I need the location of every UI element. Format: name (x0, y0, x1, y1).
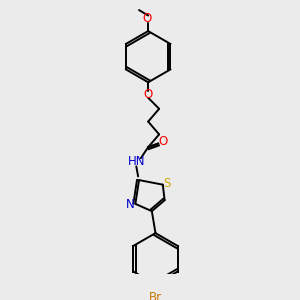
Text: O: O (143, 88, 153, 101)
Text: HN: HN (128, 155, 145, 168)
Text: O: O (158, 135, 167, 148)
Text: N: N (125, 198, 134, 211)
Text: S: S (164, 177, 171, 190)
Text: Br: Br (149, 291, 162, 300)
Text: O: O (142, 12, 152, 25)
